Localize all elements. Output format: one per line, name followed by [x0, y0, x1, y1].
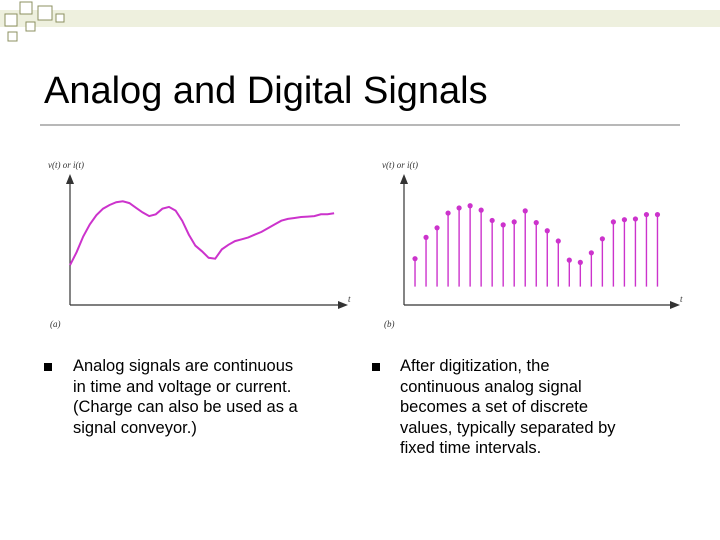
bullet-line: Analog signals are continuous [73, 357, 294, 375]
sample-point [566, 257, 572, 263]
digital-x-arrow [670, 301, 680, 309]
analog-axes [66, 174, 348, 309]
digital-samples [412, 203, 661, 287]
analog-y-arrow [66, 174, 74, 184]
sample-point [533, 220, 539, 226]
sample-point [544, 228, 550, 234]
sample-point [621, 217, 628, 223]
bullet-line: becomes a set of discrete [400, 398, 589, 416]
sample-point [632, 216, 639, 222]
sample-point [522, 208, 528, 214]
digital-signal-figure: v(t) or i(t) t (b) [382, 160, 683, 329]
analog-caption: (a) [50, 319, 61, 329]
digital-x-label: t [680, 294, 683, 304]
header-decoration [0, 1, 720, 42]
digital-axes [400, 174, 680, 309]
sample-point [478, 207, 484, 213]
bullet-line: values, typically separated by [400, 418, 616, 437]
sample-point [467, 203, 473, 209]
bullet-marker-digital [372, 363, 380, 371]
sample-point [599, 236, 605, 242]
title-divider [40, 124, 680, 126]
sample-point [412, 256, 418, 262]
sample-point [500, 222, 506, 228]
sample-point [588, 250, 594, 256]
sample-point [577, 259, 583, 265]
bullet-marker-analog [44, 363, 52, 371]
slide-title: Analog and Digital Signals [44, 70, 488, 112]
sample-point [511, 219, 517, 225]
bullet-line: continuous analog signal [400, 377, 582, 396]
sample-point [555, 238, 561, 244]
analog-x-label: t [348, 294, 351, 304]
bullet-text-analog: Analog signals are continuous in time and… [73, 356, 363, 438]
sample-point [654, 211, 661, 218]
analog-x-arrow [338, 301, 348, 309]
digital-y-label: v(t) or i(t) [382, 160, 418, 170]
bullet-line: (Charge can also be used as a [73, 398, 298, 416]
sample-point [456, 205, 462, 211]
digital-y-arrow [400, 174, 408, 184]
analog-signal-curve [69, 200, 335, 266]
sample-point [423, 234, 429, 240]
sample-point [610, 219, 616, 225]
bullet-text-digital: After digitization, the continuous analog… [400, 356, 700, 459]
bullet-line: After digitization, the [400, 357, 550, 375]
sample-point [445, 210, 451, 216]
bullet-line: in time and voltage or current. [73, 377, 292, 396]
digital-caption: (b) [384, 319, 395, 329]
sample-point [643, 211, 650, 218]
analog-y-label: v(t) or i(t) [48, 160, 84, 170]
bullet-line: fixed time intervals. [400, 439, 542, 457]
sample-point [489, 217, 495, 224]
analog-signal-figure: v(t) or i(t) t (a) [48, 160, 351, 329]
sample-point [434, 225, 440, 231]
bullet-line: signal conveyor.) [73, 418, 197, 437]
